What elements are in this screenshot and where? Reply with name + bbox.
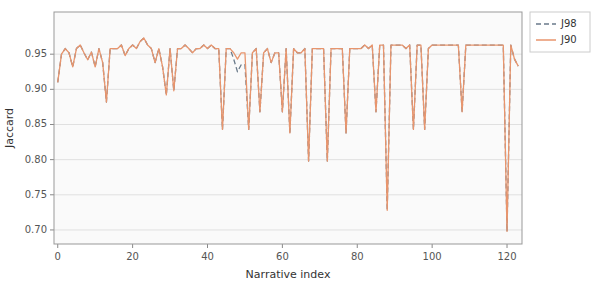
tick-label: 80 [351, 251, 364, 262]
tick-mark [57, 244, 58, 248]
tick-label: 0.80 [25, 154, 47, 165]
chart-container: 0.70 0.75 0.80 0.85 0.90 0.95 0 20 40 60 80 100 120 N… [0, 0, 600, 286]
x-axis: 0 20 40 60 80 100 120 [55, 244, 517, 262]
tick-mark [50, 159, 54, 160]
series-line [58, 38, 519, 231]
grid-line [54, 124, 522, 125]
tick-label: 0.85 [25, 118, 47, 129]
legend: J98J90 [530, 12, 590, 52]
plot-frame [54, 12, 522, 244]
y-axis: 0.70 0.75 0.80 0.85 0.90 0.95 [25, 48, 522, 235]
grid-line [54, 159, 522, 160]
chart: 0.70 0.75 0.80 0.85 0.90 0.95 0 20 40 60 80 100 120 N… [0, 0, 600, 286]
tick-mark [432, 244, 433, 248]
legend-label: J90 [560, 34, 577, 45]
tick-mark [507, 244, 508, 248]
grid-line [54, 229, 522, 230]
tick-mark [50, 54, 54, 55]
y-axis-label: Jaccard [3, 108, 16, 149]
legend-swatch [536, 23, 556, 25]
tick-label: 20 [126, 251, 139, 262]
tick-label: 0.90 [25, 83, 47, 94]
tick-mark [132, 244, 133, 248]
tick-label: 100 [423, 251, 442, 262]
tick-mark [282, 244, 283, 248]
tick-mark [50, 89, 54, 90]
tick-label: 120 [497, 251, 516, 262]
tick-mark [50, 124, 54, 125]
tick-label: 0.95 [25, 48, 47, 59]
tick-label: 0.70 [25, 224, 47, 235]
lines [58, 38, 519, 231]
tick-label: 0.75 [25, 189, 47, 200]
tick-mark [357, 244, 358, 248]
tick-label: 40 [201, 251, 214, 262]
legend-label: J98 [560, 18, 577, 29]
tick-mark [207, 244, 208, 248]
tick-mark [50, 194, 54, 195]
grid-line [54, 194, 522, 195]
plot-area [54, 12, 522, 244]
legend-box [530, 12, 590, 52]
tick-label: 60 [276, 251, 289, 262]
tick-label: 0 [55, 251, 61, 262]
legend-swatch [536, 39, 556, 41]
series-line [58, 38, 519, 231]
tick-mark [50, 229, 54, 230]
x-axis-label: Narrative index [246, 268, 331, 281]
